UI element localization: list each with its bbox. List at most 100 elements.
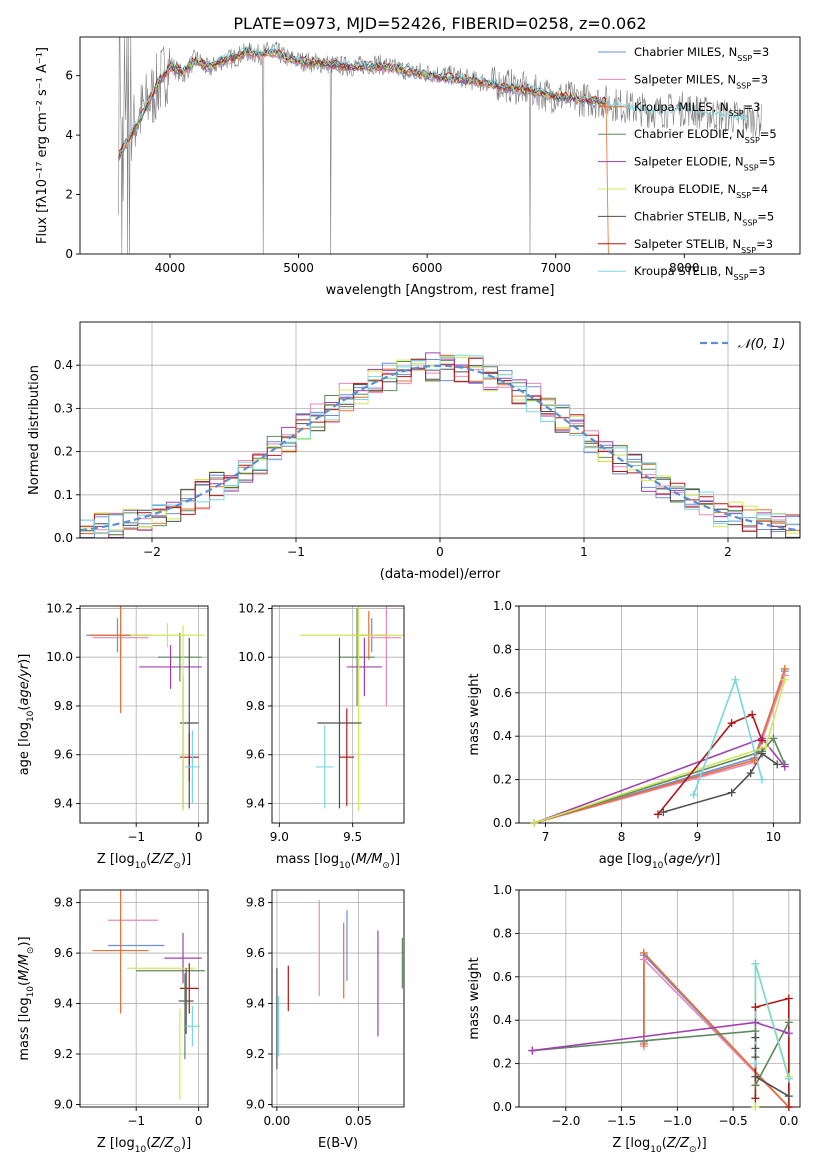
y-axis-label: Flux [fλ10⁻¹⁷ erg cm⁻² s⁻¹ A⁻¹] [35, 47, 50, 244]
mass-weight-marker [784, 1018, 793, 1027]
normal-reference-curve [80, 364, 800, 532]
x-tick-label: 0.0 [779, 1114, 798, 1128]
y-tick-label: 9.8 [54, 699, 73, 713]
y-tick-label: 9.4 [246, 796, 265, 810]
panel-spectrum: 4000 5000 6000 7000 8000 0 2 4 6 Chabrier MILES, … [35, 36, 801, 298]
mass-weight-marker [761, 743, 770, 752]
y-tick-label: 10.0 [46, 650, 73, 664]
x-axis-label: Z [log10(Z/Z⊙)] [97, 852, 191, 871]
plot-area [118, 37, 762, 254]
legend-label-main: Kroupa STELIB, N [634, 264, 734, 278]
legend-label-end: =3 [752, 45, 769, 59]
x-axis-label-part: ( [663, 852, 668, 867]
panel-mass_vs_EBV: 0.00 0.05 9.0 9.2 9.4 9.6 9.8 E(B-V) [246, 889, 405, 1151]
x-axis-label-part: ( [351, 852, 356, 867]
x-tick-label: −1.0 [663, 1114, 692, 1128]
mass-weight-marker [769, 734, 778, 743]
mass-weight-marker [751, 1103, 760, 1111]
mass-weight-marker [758, 749, 767, 758]
x-axis-label-part: )] [697, 1136, 707, 1151]
x-tick-label: 9 [694, 830, 702, 844]
y-tick-label: 0.2 [493, 773, 512, 787]
mass-weight-marker [751, 1018, 760, 1027]
y-tick-label: 0.4 [493, 1013, 512, 1027]
x-tick-label: −1.5 [607, 1114, 636, 1128]
x-axis-label-part: ⊙ [173, 861, 181, 871]
x-tick-label: 6000 [412, 261, 443, 275]
legend-label: Kroupa ELODIE, NSSP=4 [634, 182, 768, 200]
x-axis-label: age [log10(age/yr)] [599, 852, 721, 871]
y-tick-label: 0 [65, 247, 73, 261]
histogram-series-8 [80, 354, 800, 538]
legend-label: Salpeter ELODIE, NSSP=5 [634, 155, 776, 173]
legend-label-end: =3 [749, 264, 766, 278]
x-tick-label: −2 [143, 545, 161, 559]
x-tick-label: −1 [287, 545, 305, 559]
y-tick-label: 9.6 [54, 748, 73, 762]
x-axis-label-part: Z [log [97, 852, 135, 867]
x-tick-label: 2 [724, 545, 732, 559]
y-axis-label: mass weight [467, 957, 482, 1039]
y-axis-label-part: )] [17, 936, 32, 946]
y-tick-label: 0.6 [493, 686, 512, 700]
x-axis-label-part: )] [710, 852, 720, 867]
legend-label-end: =5 [760, 127, 777, 141]
y-tick-label: 1.0 [493, 883, 512, 897]
y-tick-label: 9.2 [246, 1047, 265, 1061]
x-axis-label-part: 10 [339, 861, 351, 871]
panel-mass_vs_Z: −1 09.09.29.49.69.8Z [log10(Z/Z⊙)]mass [l… [17, 889, 209, 1155]
mass-weight-marker [639, 1040, 648, 1049]
legend-label-end: =4 [751, 182, 768, 196]
legend-label-end: =5 [757, 209, 774, 223]
legend-label-end: =3 [756, 237, 773, 251]
legend-label-sub: SSP [742, 218, 757, 227]
mass-weight-marker [727, 788, 736, 797]
x-tick-label: 10 [766, 830, 781, 844]
axes-frame [271, 889, 405, 1108]
y-tick-label: 0.0 [493, 816, 512, 830]
mass-weight-marker [784, 1103, 793, 1111]
legend-label-end: =5 [759, 155, 776, 169]
legend-label-main: Kroupa MILES, N [634, 100, 729, 114]
mass-weight-marker [751, 1044, 760, 1053]
panel-age_vs_Z: −1 09.49.69.810.010.2Z [log10(Z/Z⊙)]age [… [17, 601, 209, 871]
mass-weight-marker [639, 948, 648, 957]
y-tick-label: 9.4 [54, 997, 73, 1011]
y-tick-label: 0.4 [493, 729, 512, 743]
mass-weight-marker [731, 675, 740, 684]
x-tick-label: 0.05 [345, 1114, 372, 1128]
mass-weight-marker [751, 1003, 760, 1012]
plot-area [299, 606, 404, 811]
y-axis-label-part: 10 [26, 710, 36, 722]
x-axis-label-part: )] [390, 852, 400, 867]
x-tick-label: 1 [580, 545, 588, 559]
y-tick-label: 9.4 [54, 796, 73, 810]
x-axis-label-part: ⊙ [689, 1145, 697, 1155]
mass-weight-line [657, 713, 763, 815]
legend-label-sub: SSP [734, 273, 749, 282]
mass-weight-marker [653, 810, 662, 819]
x-axis-label-part: 10 [135, 861, 147, 871]
x-tick-label: −0.5 [719, 1114, 748, 1128]
y-tick-label: 9.6 [246, 946, 265, 960]
y-tick-label: 0.8 [493, 926, 512, 940]
y-axis-label-part: age/yr [17, 662, 32, 705]
y-axis-label-part: )] [17, 654, 32, 664]
legend-label: Salpeter STELIB, NSSP=3 [634, 237, 773, 255]
y-tick-label: 0.2 [54, 445, 73, 459]
legend-label: Chabrier ELODIE, NSSP=5 [634, 127, 777, 145]
x-tick-label: 0.00 [264, 1114, 291, 1128]
y-axis-label-part: mass [log [17, 997, 32, 1060]
mass-weight-marker [758, 736, 767, 745]
mass-weight-marker [751, 1081, 760, 1090]
y-axis-label-part: age [log [17, 722, 32, 775]
y-axis-label: mass [log10(M/M⊙)] [17, 936, 36, 1060]
x-axis-label: mass [log10(M/M⊙)] [276, 852, 400, 871]
legend-label-sub: SSP [736, 191, 751, 200]
plot-area [276, 900, 404, 1100]
y-axis-label: mass weight [467, 673, 482, 755]
mass-weight-marker [528, 1046, 537, 1055]
mass-weight-marker [780, 762, 789, 771]
mass-weight-marker [784, 994, 793, 1003]
